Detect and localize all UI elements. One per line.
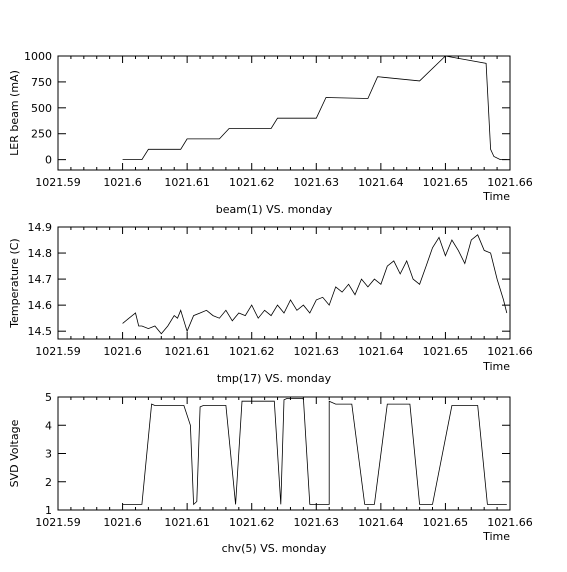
x-tick-label-1-6: 1021.65 [423, 176, 469, 189]
y-axis-title-1: LER beam (mA) [8, 70, 21, 156]
y-tick-label-3-2: 3 [45, 448, 52, 461]
y-tick-label-3-4: 5 [45, 391, 52, 404]
y-tick-label-1-1: 250 [31, 128, 52, 141]
x-tick-label-1-0: 1021.59 [35, 176, 81, 189]
x-tick-label-1-4: 1021.63 [294, 176, 340, 189]
x-tick-label-3-4: 1021.63 [294, 516, 340, 529]
y-tick-label-2-3: 14.8 [28, 247, 53, 260]
x-tick-label-3-0: 1021.59 [35, 516, 81, 529]
x-axis-title-1: Time [482, 190, 510, 203]
y-tick-label-1-4: 1000 [24, 50, 52, 63]
plot-frame-1 [57, 55, 511, 171]
y-tick-label-2-4: 14.9 [28, 221, 53, 234]
series-line-1-0 [122, 55, 507, 161]
x-tick-label-2-1: 1021.6 [103, 345, 142, 358]
chart-caption-3: chv(5) VS. monday [222, 542, 327, 555]
x-tick-label-1-3: 1021.62 [229, 176, 275, 189]
y-tick-label-1-2: 500 [31, 102, 52, 115]
x-tick-label-1-1: 1021.6 [103, 176, 142, 189]
y-axis-title-2: Temperature (C) [8, 238, 21, 328]
y-tick-label-3-0: 1 [45, 504, 52, 517]
x-tick-label-1-7: 1021.66 [487, 176, 533, 189]
x-tick-label-3-1: 1021.6 [103, 516, 142, 529]
x-tick-label-1-2: 1021.61 [164, 176, 210, 189]
y-tick-label-1-3: 750 [31, 76, 52, 89]
series-line-2-0 [122, 234, 508, 335]
x-tick-label-3-2: 1021.61 [164, 516, 210, 529]
y-tick-label-2-0: 14.5 [28, 325, 53, 338]
x-tick-label-2-2: 1021.61 [164, 345, 210, 358]
x-axis-title-2: Time [482, 360, 510, 373]
series-line-3-0 [122, 397, 507, 506]
y-tick-label-3-1: 2 [45, 476, 52, 489]
y-tick-label-2-2: 14.7 [28, 273, 53, 286]
chart-caption-1: beam(1) VS. monday [216, 203, 333, 216]
x-tick-label-2-7: 1021.66 [487, 345, 533, 358]
plot-frame-2 [57, 226, 511, 340]
x-tick-label-3-3: 1021.62 [229, 516, 275, 529]
x-tick-label-2-6: 1021.65 [423, 345, 469, 358]
x-tick-label-2-5: 1021.64 [358, 345, 404, 358]
y-axis-title-3: SVD Voltage [8, 419, 21, 487]
x-tick-label-3-5: 1021.64 [358, 516, 404, 529]
x-tick-label-1-5: 1021.64 [358, 176, 404, 189]
x-tick-label-2-4: 1021.63 [294, 345, 340, 358]
y-tick-label-3-3: 4 [45, 419, 52, 432]
y-tick-label-1-0: 0 [45, 154, 52, 167]
x-axis-title-3: Time [482, 530, 510, 543]
chart-caption-2: tmp(17) VS. monday [217, 372, 332, 385]
x-tick-label-3-6: 1021.65 [423, 516, 469, 529]
x-tick-label-3-7: 1021.66 [487, 516, 533, 529]
x-tick-label-2-3: 1021.62 [229, 345, 275, 358]
y-tick-label-2-1: 14.6 [28, 299, 53, 312]
x-tick-label-2-0: 1021.59 [35, 345, 81, 358]
